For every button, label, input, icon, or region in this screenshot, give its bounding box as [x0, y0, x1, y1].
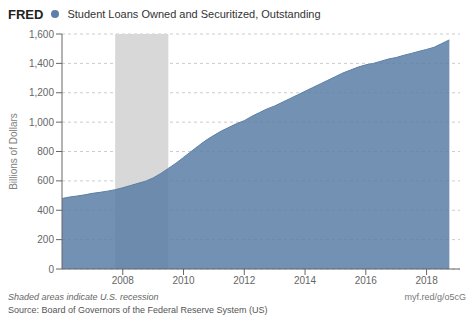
- html-text:FRED: FRED: [8, 6, 44, 22]
- svg-text:1,200: 1,200: [29, 87, 54, 98]
- svg-text:200: 200: [37, 234, 54, 245]
- html-text:Shaded areas indicate U.S. rec: Shaded areas indicate U.S. recession: [8, 292, 159, 302]
- svg-text:800: 800: [37, 146, 54, 157]
- svg-text:600: 600: [37, 175, 54, 186]
- svg-text:400: 400: [37, 205, 54, 216]
- svg-text:2012: 2012: [233, 275, 256, 286]
- svg-text:1,000: 1,000: [29, 117, 54, 128]
- svg-text:Billions of Dollars: Billions of Dollars: [8, 113, 19, 190]
- svg-text:2010: 2010: [172, 275, 195, 286]
- svg-text:2008: 2008: [112, 275, 135, 286]
- html-text:Student Loans Owned and Securi: Student Loans Owned and Securitized, Out…: [67, 8, 321, 20]
- svg-text:1,600: 1,600: [29, 29, 54, 40]
- html-text:Source: Board of Governors of: Source: Board of Governors of the Federa…: [8, 305, 268, 315]
- html-text:myf.red/g/o5cG: myf.red/g/o5cG: [404, 292, 466, 302]
- svg-text:0: 0: [48, 264, 54, 275]
- svg-text:2014: 2014: [294, 275, 317, 286]
- svg-text:2016: 2016: [355, 275, 378, 286]
- svg-text:1,400: 1,400: [29, 58, 54, 69]
- svg-text:2018: 2018: [415, 275, 438, 286]
